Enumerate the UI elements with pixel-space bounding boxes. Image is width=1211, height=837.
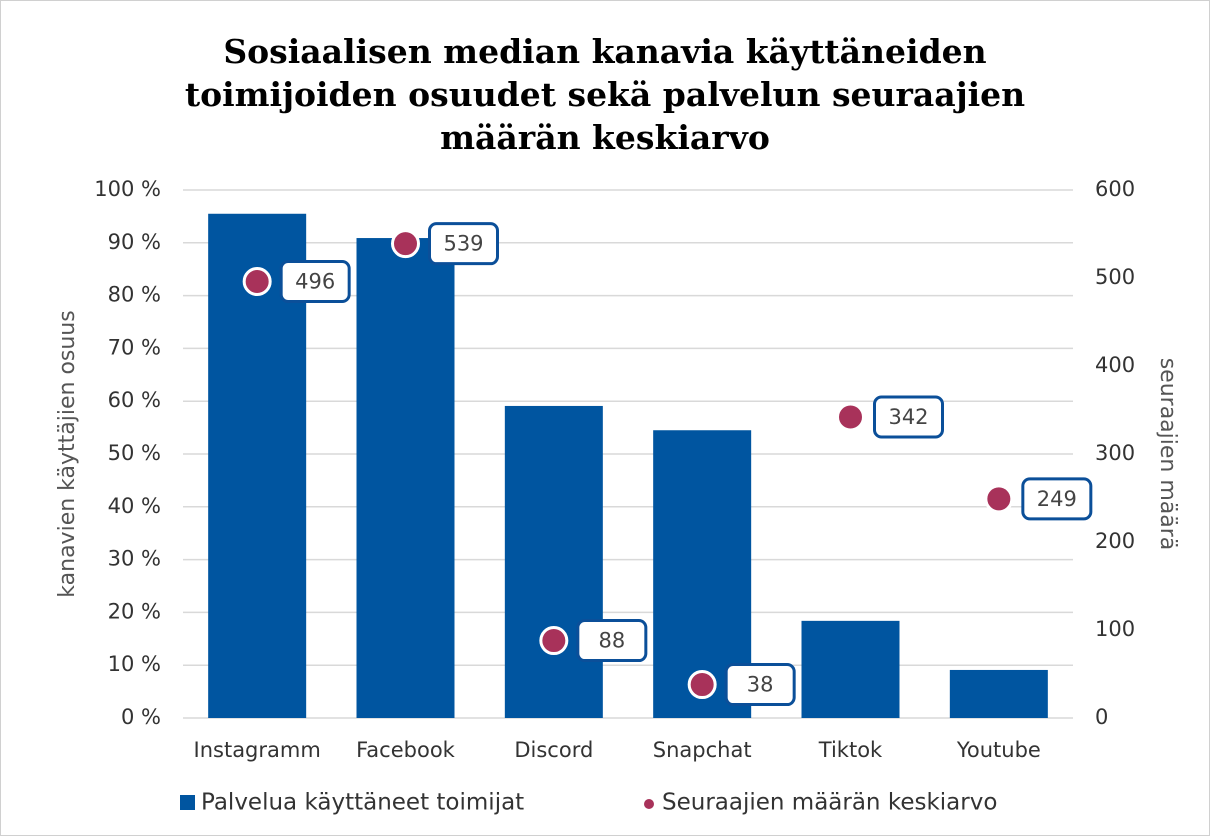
x-tick-label: Facebook bbox=[356, 738, 456, 762]
y-tick-label: 100 % bbox=[94, 177, 161, 201]
marker bbox=[687, 670, 717, 700]
y-axis-label: kanavien käyttäjien osuus bbox=[55, 310, 80, 597]
y-tick-label: 50 % bbox=[108, 441, 161, 465]
y-tick-label: 40 % bbox=[108, 494, 161, 518]
marker bbox=[539, 626, 569, 656]
x-tick-label: Youtube bbox=[956, 738, 1041, 762]
data-label: 539 bbox=[443, 232, 483, 256]
y-tick-label: 30 % bbox=[108, 547, 161, 571]
marker bbox=[391, 229, 420, 259]
y2-tick-label: 100 bbox=[1095, 617, 1135, 641]
chart-title: Sosiaalisen median kanavia käyttäneiden … bbox=[184, 32, 1026, 157]
x-tick-label: Snapchat bbox=[653, 738, 752, 762]
data-label: 249 bbox=[1037, 487, 1077, 511]
legend-label: Seuraajien määrän keskiarvo bbox=[662, 790, 997, 816]
bar bbox=[801, 620, 900, 718]
legend-swatch bbox=[644, 799, 654, 809]
bar bbox=[949, 669, 1048, 718]
y-tick-label: 10 % bbox=[108, 652, 161, 676]
legend-swatch bbox=[180, 795, 195, 810]
y2-tick-label: 500 bbox=[1095, 265, 1135, 289]
data-label-box bbox=[428, 222, 499, 266]
x-tick-label: Instagramm bbox=[194, 738, 321, 762]
data-label-box bbox=[873, 395, 944, 439]
x-tick-label: Tiktok bbox=[818, 738, 883, 762]
y-tick-label: 60 % bbox=[108, 388, 161, 412]
marker bbox=[984, 484, 1014, 514]
y2-tick-label: 200 bbox=[1095, 529, 1135, 553]
data-label-box bbox=[724, 663, 796, 707]
data-label-box bbox=[279, 260, 351, 304]
data-label: 38 bbox=[747, 673, 774, 697]
legend-label: Palvelua käyttäneet toimijat bbox=[201, 790, 524, 816]
y-tick-label: 0 % bbox=[121, 705, 161, 729]
y-tick-label: 90 % bbox=[108, 230, 161, 254]
y2-tick-label: 300 bbox=[1095, 441, 1135, 465]
y2-tick-label: 0 bbox=[1095, 705, 1108, 729]
marker bbox=[242, 267, 272, 297]
marker bbox=[836, 402, 865, 432]
data-label-box bbox=[1021, 477, 1093, 521]
data-label: 88 bbox=[598, 629, 625, 653]
bar bbox=[356, 238, 455, 718]
y2-axis-label: seuraajien määrä bbox=[1155, 358, 1180, 551]
data-label: 342 bbox=[888, 405, 928, 429]
data-label-box bbox=[576, 619, 648, 663]
x-tick-label: Discord bbox=[514, 738, 593, 762]
y2-tick-label: 400 bbox=[1095, 353, 1135, 377]
y-tick-label: 80 % bbox=[108, 283, 161, 307]
y-tick-label: 20 % bbox=[108, 599, 161, 623]
y-tick-label: 70 % bbox=[108, 335, 161, 359]
y2-tick-label: 600 bbox=[1095, 177, 1135, 201]
data-label: 496 bbox=[295, 270, 335, 294]
bar bbox=[504, 405, 603, 718]
